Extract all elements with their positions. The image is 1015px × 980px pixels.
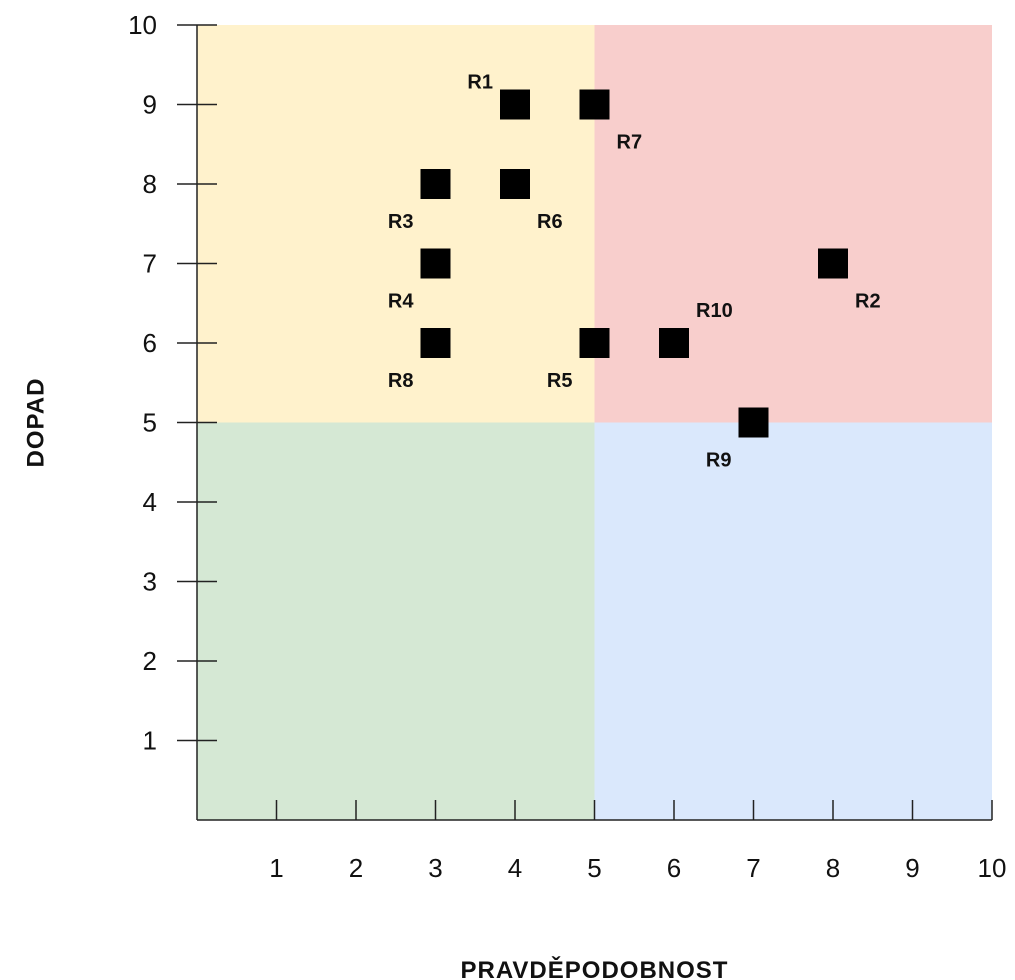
y-tick-label: 10 (128, 10, 157, 40)
risk-label-r6: R6 (537, 211, 563, 233)
risk-marker-r1 (500, 89, 530, 120)
x-tick-label: 7 (746, 853, 760, 883)
risk-marker-r9 (738, 407, 769, 438)
risk-marker-r5 (579, 328, 610, 358)
risk-marker-r10 (659, 328, 689, 358)
y-tick-label: 6 (143, 328, 157, 358)
risk-marker-r7 (579, 89, 610, 120)
x-tick-label: 9 (905, 853, 919, 883)
risk-label-r7: R7 (617, 132, 643, 154)
x-axis-ticks: 1 2 3 4 5 6 7 8 9 10 (269, 800, 1006, 883)
x-tick-label: 5 (587, 853, 601, 883)
risk-label-r9: R9 (706, 450, 732, 472)
risk-label-r5: R5 (547, 370, 573, 392)
risk-label-r1: R1 (467, 72, 493, 94)
y-axis-ticks: 1 2 3 4 5 6 7 8 9 10 (128, 10, 217, 756)
x-tick-label: 2 (349, 853, 363, 883)
risk-marker-r6 (500, 169, 530, 199)
x-tick-label: 10 (978, 853, 1007, 883)
quadrant-4 (594, 422, 992, 820)
risk-label-r10: R10 (696, 300, 733, 322)
y-tick-label: 1 (143, 726, 157, 756)
y-tick-label: 9 (143, 90, 157, 120)
x-tick-label: 8 (826, 853, 840, 883)
x-tick-label: 3 (428, 853, 442, 883)
y-tick-label: 2 (143, 646, 157, 676)
y-tick-label: 3 (143, 567, 157, 597)
y-tick-label: 4 (143, 487, 157, 517)
data-points: R1 R2 R3 R4 R5 R6 R7 R8 R9 R10 (388, 72, 881, 472)
risk-label-r8: R8 (388, 370, 414, 392)
quadrant-backgrounds (197, 25, 992, 820)
x-tick-label: 6 (667, 853, 681, 883)
quadrant-3 (197, 422, 595, 820)
risk-label-r2: R2 (855, 291, 881, 313)
y-tick-label: 5 (143, 408, 157, 438)
y-tick-label: 8 (143, 169, 157, 199)
risk-label-r4: R4 (388, 291, 414, 313)
risk-marker-r3 (420, 169, 451, 199)
risk-marker-r8 (420, 328, 451, 358)
y-tick-label: 7 (143, 249, 157, 279)
risk-marker-r2 (818, 248, 848, 279)
risk-label-r3: R3 (388, 211, 414, 233)
x-axis-title: PRAVDĚPODOBNOST (461, 956, 729, 980)
x-tick-label: 4 (508, 853, 522, 883)
risk-marker-r4 (420, 248, 451, 279)
y-axis-title: DOPAD (22, 378, 49, 468)
x-tick-label: 1 (269, 853, 283, 883)
quadrant-2 (594, 25, 992, 423)
